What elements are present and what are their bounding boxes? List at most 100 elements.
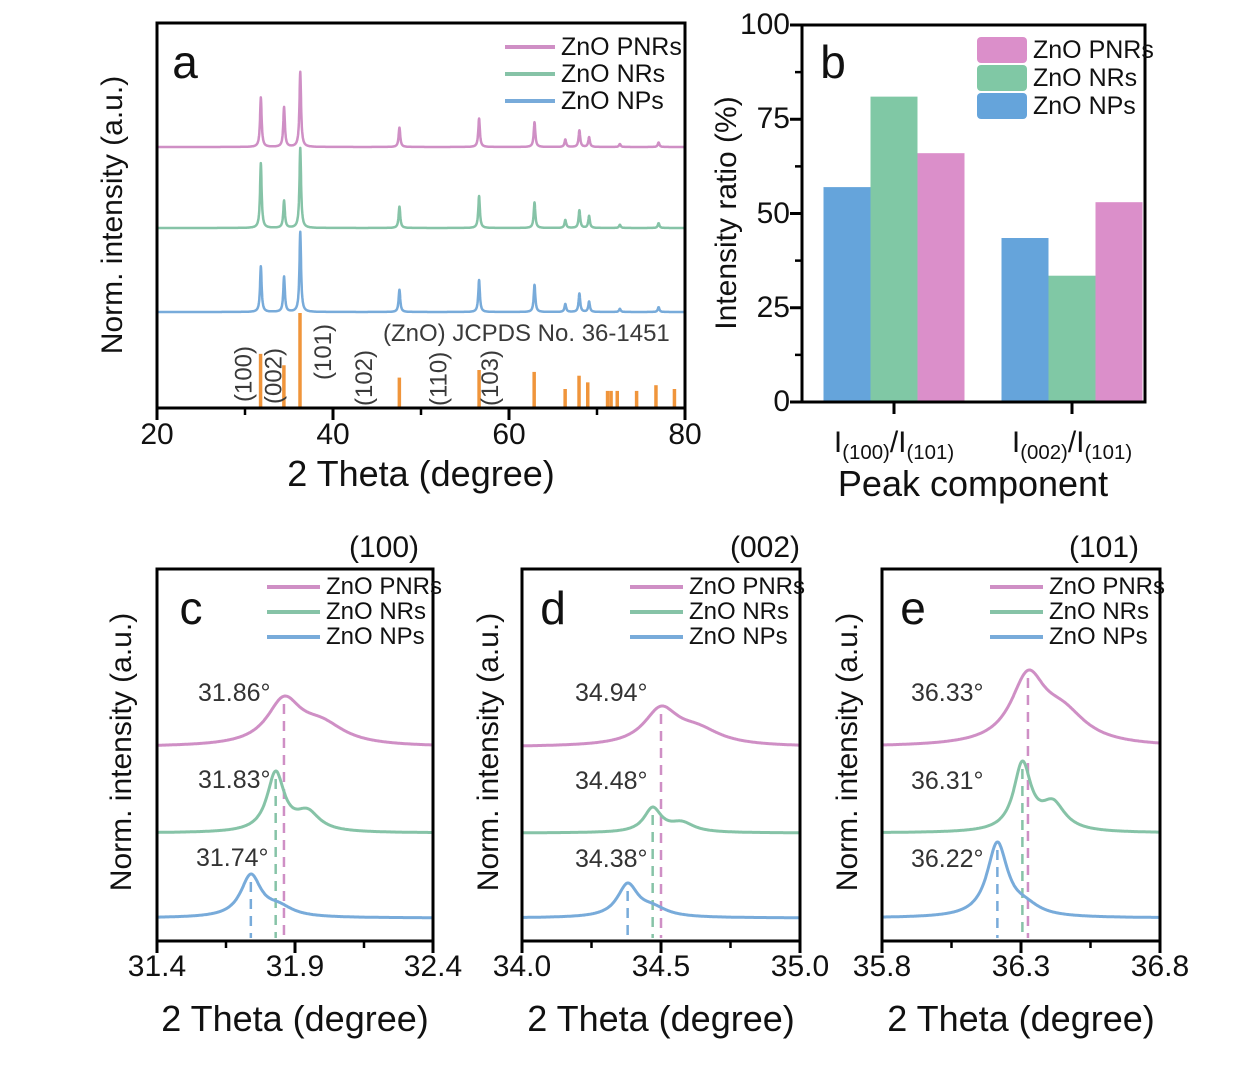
hkl-label: (101) <box>310 324 337 380</box>
legend-line <box>505 45 555 49</box>
xrd-curve-zno-nps <box>155 230 687 314</box>
panel-e-letter: e <box>900 582 926 634</box>
legend-item: ZnO NPs <box>977 92 1136 120</box>
y-tick-label: 75 <box>756 102 790 136</box>
y-tick-label: 25 <box>756 290 790 324</box>
panel-c-xlabel: 2 Theta (degree) <box>161 998 429 1039</box>
legend-label: ZnO PNRs <box>689 573 806 600</box>
legend-label: ZnO NPs <box>326 623 425 650</box>
legend-label: ZnO NRs <box>1049 598 1150 625</box>
panel-d-frame <box>520 567 802 943</box>
legend-swatch <box>977 93 1027 119</box>
legend-item: ZnO NRs <box>990 598 1149 626</box>
peak-annotation-e-nps: 36.22° <box>911 845 984 873</box>
peak-curve-zno-pnrs <box>521 704 801 748</box>
legend-item: ZnO PNRs <box>505 33 682 61</box>
bar-zno-nrs <box>870 96 918 402</box>
hkl-label: (110) <box>426 352 453 406</box>
peak-annotation-d-pnrs: 34.94° <box>575 679 648 707</box>
legend-line <box>505 99 555 103</box>
legend-item: ZnO NRs <box>977 64 1137 92</box>
legend-label: ZnO PNRs <box>326 573 443 600</box>
xrd-curve-zno-nrs <box>155 146 687 230</box>
legend-item: ZnO NPs <box>505 87 664 115</box>
legend-label: ZnO NRs <box>561 59 666 88</box>
peak-curve-zno-pnrs <box>156 694 434 747</box>
x-tick-label: 32.4 <box>403 950 463 983</box>
peak-curve-zno-pnrs <box>881 668 1161 747</box>
legend-line <box>267 585 320 589</box>
legend-item: ZnO PNRs <box>977 36 1154 64</box>
category-label: I(100)/I(101) <box>833 426 955 464</box>
panel-c-frame <box>155 567 435 943</box>
hkl-label: (103) <box>477 350 504 406</box>
legend-label: ZnO PNRs <box>1049 573 1166 600</box>
panel-c-title: (100) <box>348 531 420 564</box>
peak-curve-zno-nps <box>156 872 434 920</box>
legend-label: ZnO PNRs <box>561 32 682 61</box>
panel-e-frame <box>880 567 1162 943</box>
hkl-label: (100) <box>230 346 257 402</box>
legend-label: ZnO NRs <box>1033 63 1138 92</box>
x-tick-label: 20 <box>140 418 174 451</box>
panel-e-title: (101) <box>1068 531 1140 564</box>
panel-a-ylabel: Norm. intensity (a.u.) <box>96 75 129 355</box>
bar-zno-nps <box>823 187 871 402</box>
legend-item: ZnO NRs <box>267 598 426 626</box>
x-tick-label: 31.4 <box>127 950 187 983</box>
legend-item: ZnO NRs <box>505 60 665 88</box>
bar-zno-pnrs <box>1095 202 1143 402</box>
panel-b-ylabel: Intensity ratio (%) <box>710 96 743 330</box>
bar-zno-pnrs <box>917 153 965 402</box>
legend-label: ZnO NPs <box>689 623 788 650</box>
legend-line <box>990 585 1043 589</box>
peak-annotation-c-nps: 31.74° <box>196 844 269 872</box>
x-tick-label: 36.8 <box>1130 950 1190 983</box>
legend-label: ZnO NPs <box>1049 623 1148 650</box>
legend-label: ZnO NPs <box>561 86 664 115</box>
x-tick-label: 34.0 <box>492 950 552 983</box>
jcpds-reference-text: (ZnO) JCPDS No. 36-1451 <box>383 320 670 347</box>
panel-d-title: (002) <box>729 531 801 564</box>
peak-annotation-d-nrs: 34.48° <box>575 767 648 795</box>
panel-b-letter: b <box>820 36 846 88</box>
peak-curve-zno-nps <box>521 881 801 920</box>
y-tick-label: 0 <box>773 385 790 418</box>
panel-a-letter: a <box>172 36 198 88</box>
x-tick-label: 80 <box>668 418 702 451</box>
peak-curve-zno-nrs <box>521 805 801 835</box>
legend-item: ZnO NPs <box>267 623 425 651</box>
panel-d-letter: d <box>540 582 566 634</box>
peak-annotation-e-nrs: 36.31° <box>911 767 984 795</box>
legend-item: ZnO PNRs <box>267 573 442 601</box>
panel-a-frame <box>155 21 687 410</box>
hkl-label: (102) <box>351 350 378 406</box>
legend-label: ZnO PNRs <box>1033 35 1154 64</box>
panel-c-letter: c <box>179 582 203 634</box>
x-tick-label: 40 <box>316 418 350 451</box>
x-tick-label: 35.8 <box>852 950 912 983</box>
legend-swatch <box>977 37 1027 63</box>
legend-item: ZnO NPs <box>990 623 1148 651</box>
legend-item: ZnO NRs <box>630 598 789 626</box>
peak-annotation-e-pnrs: 36.33° <box>911 679 984 707</box>
legend-label: ZnO NRs <box>326 598 427 625</box>
legend-label: ZnO NPs <box>1033 91 1136 120</box>
x-tick-label: 34.5 <box>631 950 691 983</box>
bar-zno-nrs <box>1048 275 1096 402</box>
panel-d-xlabel: 2 Theta (degree) <box>527 998 795 1039</box>
category-label: I(002)/I(101) <box>1011 426 1133 464</box>
legend-item: ZnO PNRs <box>630 573 805 601</box>
legend-line <box>505 72 555 76</box>
legend-line <box>990 635 1043 639</box>
legend-line <box>630 585 683 589</box>
peak-annotation-c-pnrs: 31.86° <box>198 679 271 707</box>
legend-line <box>267 610 320 614</box>
panel-e-ylabel: Norm. intensity (a.u.) <box>831 612 864 892</box>
legend-item: ZnO NPs <box>630 623 788 651</box>
legend-label: ZnO NRs <box>689 598 790 625</box>
peak-annotation-d-nps: 34.38° <box>575 845 648 873</box>
legend-item: ZnO PNRs <box>990 573 1165 601</box>
panel-b-xlabel: Peak component <box>837 463 1109 504</box>
